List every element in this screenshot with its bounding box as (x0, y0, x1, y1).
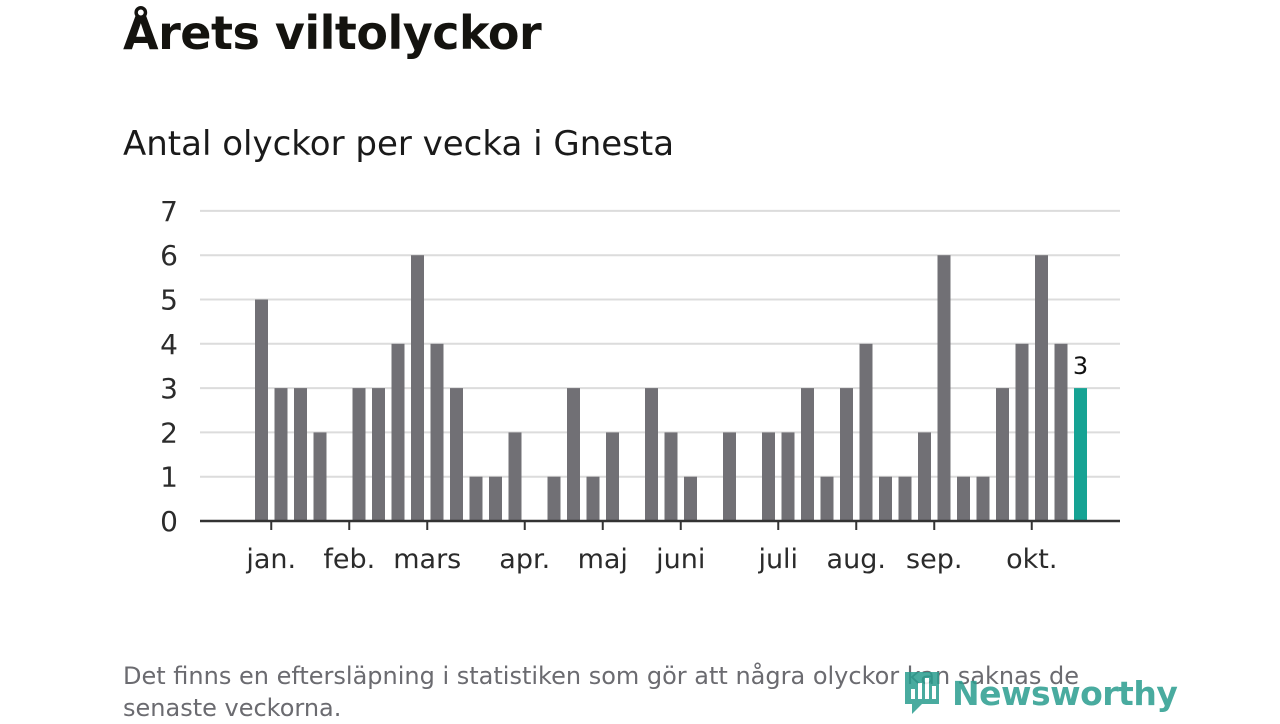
x-tick-label: okt. (1006, 544, 1057, 575)
bar (450, 388, 463, 521)
bar (859, 343, 873, 521)
x-tick-label: feb. (323, 544, 375, 575)
bar (586, 476, 600, 521)
bar-highlight (1074, 388, 1087, 521)
bar (762, 432, 775, 521)
bar (664, 432, 678, 521)
bar (801, 388, 814, 521)
bar (489, 476, 502, 521)
x-tick-label: mars (393, 544, 461, 575)
x-tick-label: apr. (499, 544, 550, 575)
bar (820, 476, 834, 521)
x-tick-label: maj (578, 544, 628, 575)
newsworthy-logo-icon (905, 672, 939, 714)
brand-logo: Newsworthy (902, 668, 1178, 718)
bar (1035, 255, 1048, 521)
bar (781, 432, 795, 521)
bar (996, 388, 1009, 521)
x-tick-label: juni (655, 544, 705, 575)
bar (391, 343, 405, 521)
bar (879, 476, 892, 521)
bar (411, 255, 424, 521)
bar (567, 388, 580, 521)
bar (840, 388, 853, 521)
bar (313, 432, 327, 521)
bar (255, 299, 268, 521)
x-tick-label: aug. (827, 544, 886, 575)
bar (898, 476, 912, 521)
bar (976, 476, 990, 521)
y-tick-label: 2 (160, 416, 178, 449)
y-tick-label: 3 (160, 372, 178, 405)
x-tick-label: juli (757, 544, 798, 575)
bar-data-label: 3 (1073, 352, 1088, 380)
bar-chart: 0 1 2 3 4 5 6 7 3 jan. feb. mars apr. maj juni juli aug.… (160, 195, 1120, 575)
bar (684, 476, 697, 521)
chart-subtitle: Antal olyckor per vecka i Gnesta (123, 124, 675, 164)
bar (1054, 343, 1068, 521)
bar (469, 476, 483, 521)
bar (430, 343, 444, 521)
bar (274, 388, 288, 521)
bar (723, 432, 736, 521)
bar (1015, 343, 1029, 521)
chart-title: Årets viltolyckor (123, 6, 542, 60)
bar (352, 388, 366, 521)
y-tick-label: 5 (160, 284, 178, 317)
x-tick-label: jan. (245, 544, 296, 575)
bar (645, 388, 658, 521)
bar (918, 432, 931, 521)
y-tick-label: 4 (160, 328, 178, 361)
x-tick-label: sep. (906, 544, 962, 575)
bar (508, 432, 522, 521)
bar (294, 388, 307, 521)
bar (957, 476, 970, 521)
y-tick-label: 7 (160, 195, 178, 228)
bar (547, 476, 561, 521)
y-tick-label: 0 (160, 505, 178, 538)
brand-name: Newsworthy (952, 673, 1178, 713)
bar (606, 432, 619, 521)
y-tick-label: 1 (160, 461, 178, 494)
bar (937, 255, 951, 521)
y-tick-label: 6 (160, 239, 178, 272)
bar (372, 388, 385, 521)
